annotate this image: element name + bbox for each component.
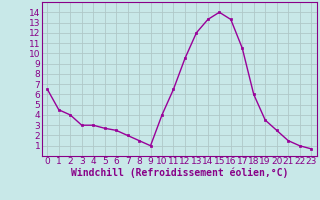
X-axis label: Windchill (Refroidissement éolien,°C): Windchill (Refroidissement éolien,°C) bbox=[70, 168, 288, 178]
